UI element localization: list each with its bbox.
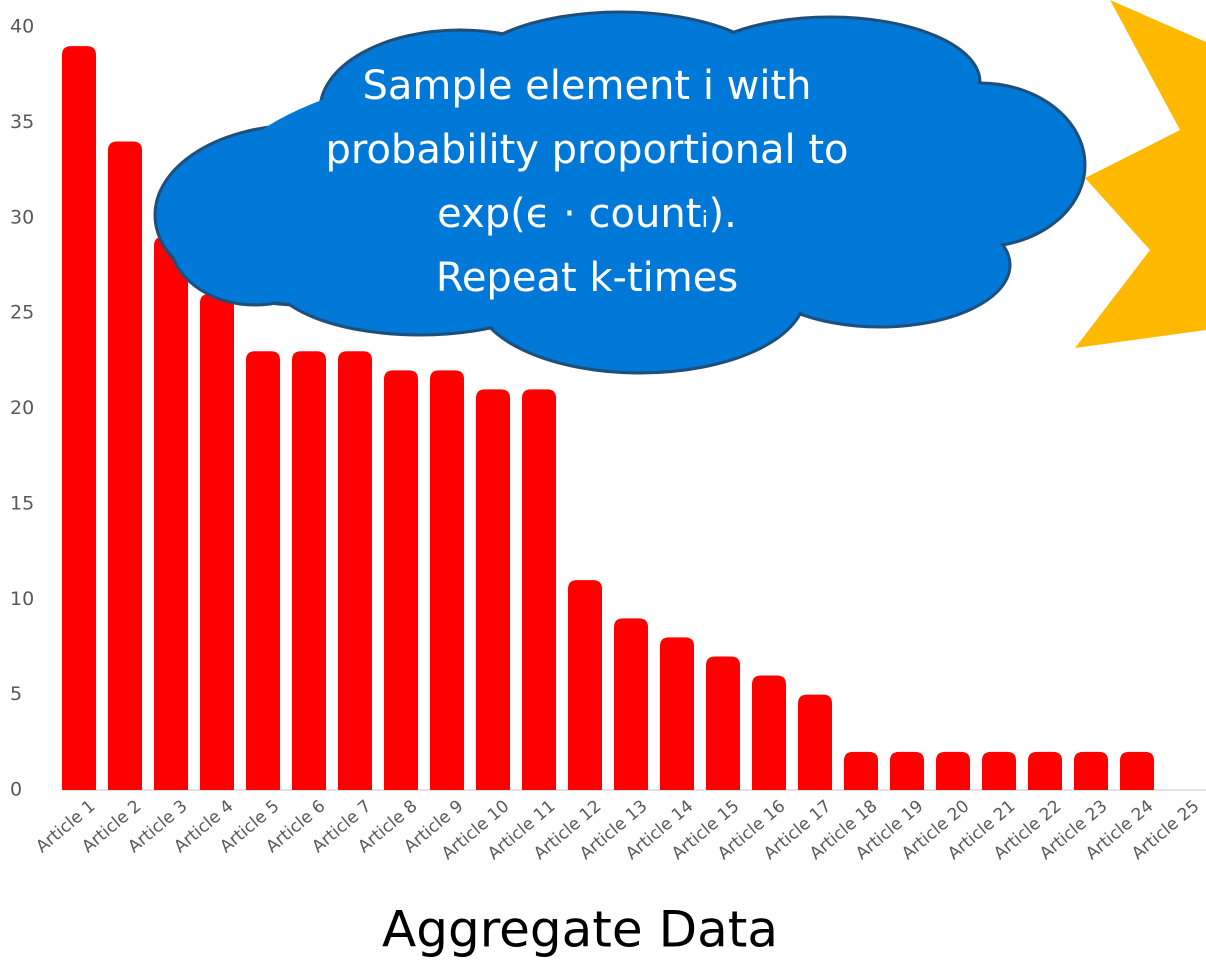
bar	[844, 752, 878, 790]
bar	[430, 370, 464, 790]
annotation-text: Sample element i with	[362, 63, 811, 109]
bar	[798, 695, 832, 790]
bar	[246, 351, 280, 790]
bar	[982, 752, 1016, 790]
bar	[292, 351, 326, 790]
y-tick-label: 10	[10, 588, 34, 610]
bar	[338, 351, 372, 790]
y-tick-label: 20	[10, 397, 34, 419]
bar	[936, 752, 970, 790]
bar	[62, 46, 96, 790]
bar	[660, 637, 694, 790]
chart: 0510152025303540Article 1Article 2Articl…	[0, 0, 1206, 966]
bar	[154, 237, 188, 790]
y-tick-label: 30	[10, 206, 34, 228]
bar	[706, 656, 740, 790]
y-tick-label: 5	[10, 683, 22, 705]
bar	[614, 618, 648, 790]
bar	[568, 580, 602, 790]
chart-title: Aggregate Data	[382, 901, 778, 959]
y-tick-label: 40	[10, 16, 34, 38]
bar	[522, 389, 556, 790]
bar	[108, 141, 142, 790]
bar	[476, 389, 510, 790]
bar	[384, 370, 418, 790]
sun-shape	[1075, 0, 1206, 348]
bar	[1074, 752, 1108, 790]
bar	[1120, 752, 1154, 790]
bar	[890, 752, 924, 790]
y-tick-label: 15	[10, 492, 34, 514]
annotation-text: Repeat k-times	[436, 255, 738, 301]
y-tick-label: 25	[10, 302, 34, 324]
annotation-text: exp(ϵ · countᵢ).	[437, 191, 737, 237]
y-tick-label: 0	[10, 779, 22, 801]
bar	[200, 294, 234, 790]
y-tick-label: 35	[10, 111, 34, 133]
bar	[1028, 752, 1062, 790]
bar	[752, 676, 786, 790]
annotation-text: probability proportional to	[326, 127, 849, 173]
